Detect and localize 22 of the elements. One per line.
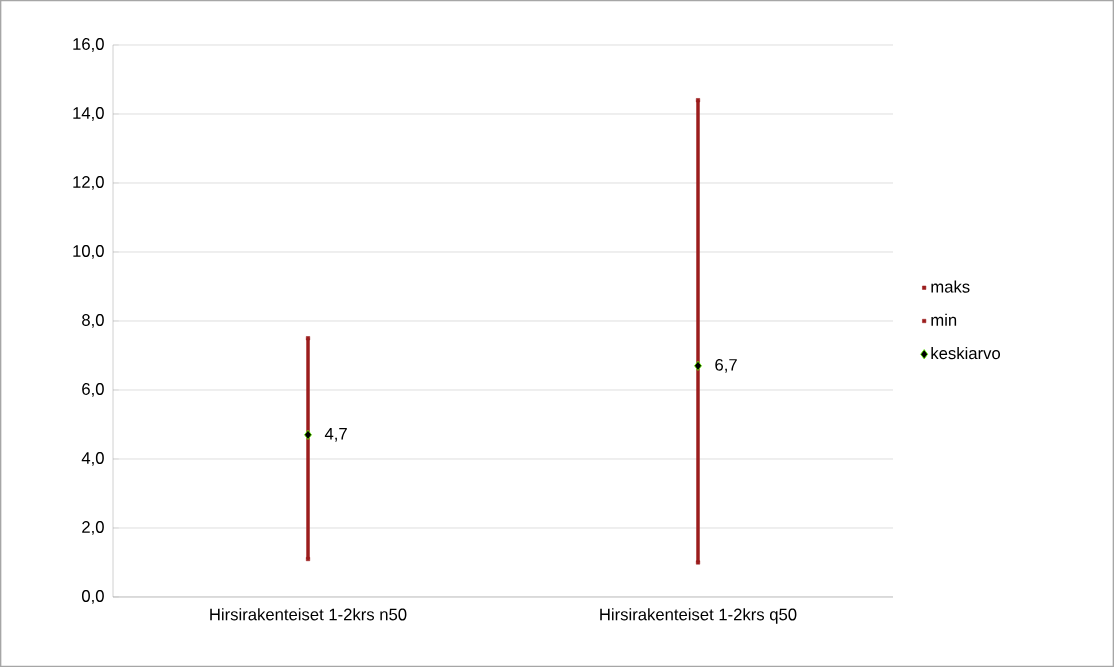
data-label: 6,7 [715,358,737,373]
legend-label: min [931,313,957,326]
x-tick-label: Hirsirakenteiset 1-2krs n50 [210,608,407,621]
y-tick-label: 14,0 [73,107,104,121]
y-tick-label: 6,0 [82,383,104,397]
y-tick-label: 4,0 [81,452,104,466]
legend-label: keskiarvo [931,346,1001,360]
point [696,560,701,565]
y-tick-label: 2,0 [82,521,104,535]
x-tick-label: Hirsirakenteiset 1-2krs q50 [600,608,797,624]
legend-label: maks [931,280,970,293]
point [696,98,701,103]
y-tick-label: 8,0 [82,314,104,328]
y-tick-label: 10,0 [73,245,104,259]
data-label: 4,7 [324,428,347,442]
y-tick-label: 12,0 [73,176,104,190]
y-tick-label: 0,0 [82,590,104,604]
y-tick-label: 16,0 [73,38,104,52]
point [306,557,311,562]
point [304,429,312,440]
point [306,336,311,341]
point [694,360,702,371]
